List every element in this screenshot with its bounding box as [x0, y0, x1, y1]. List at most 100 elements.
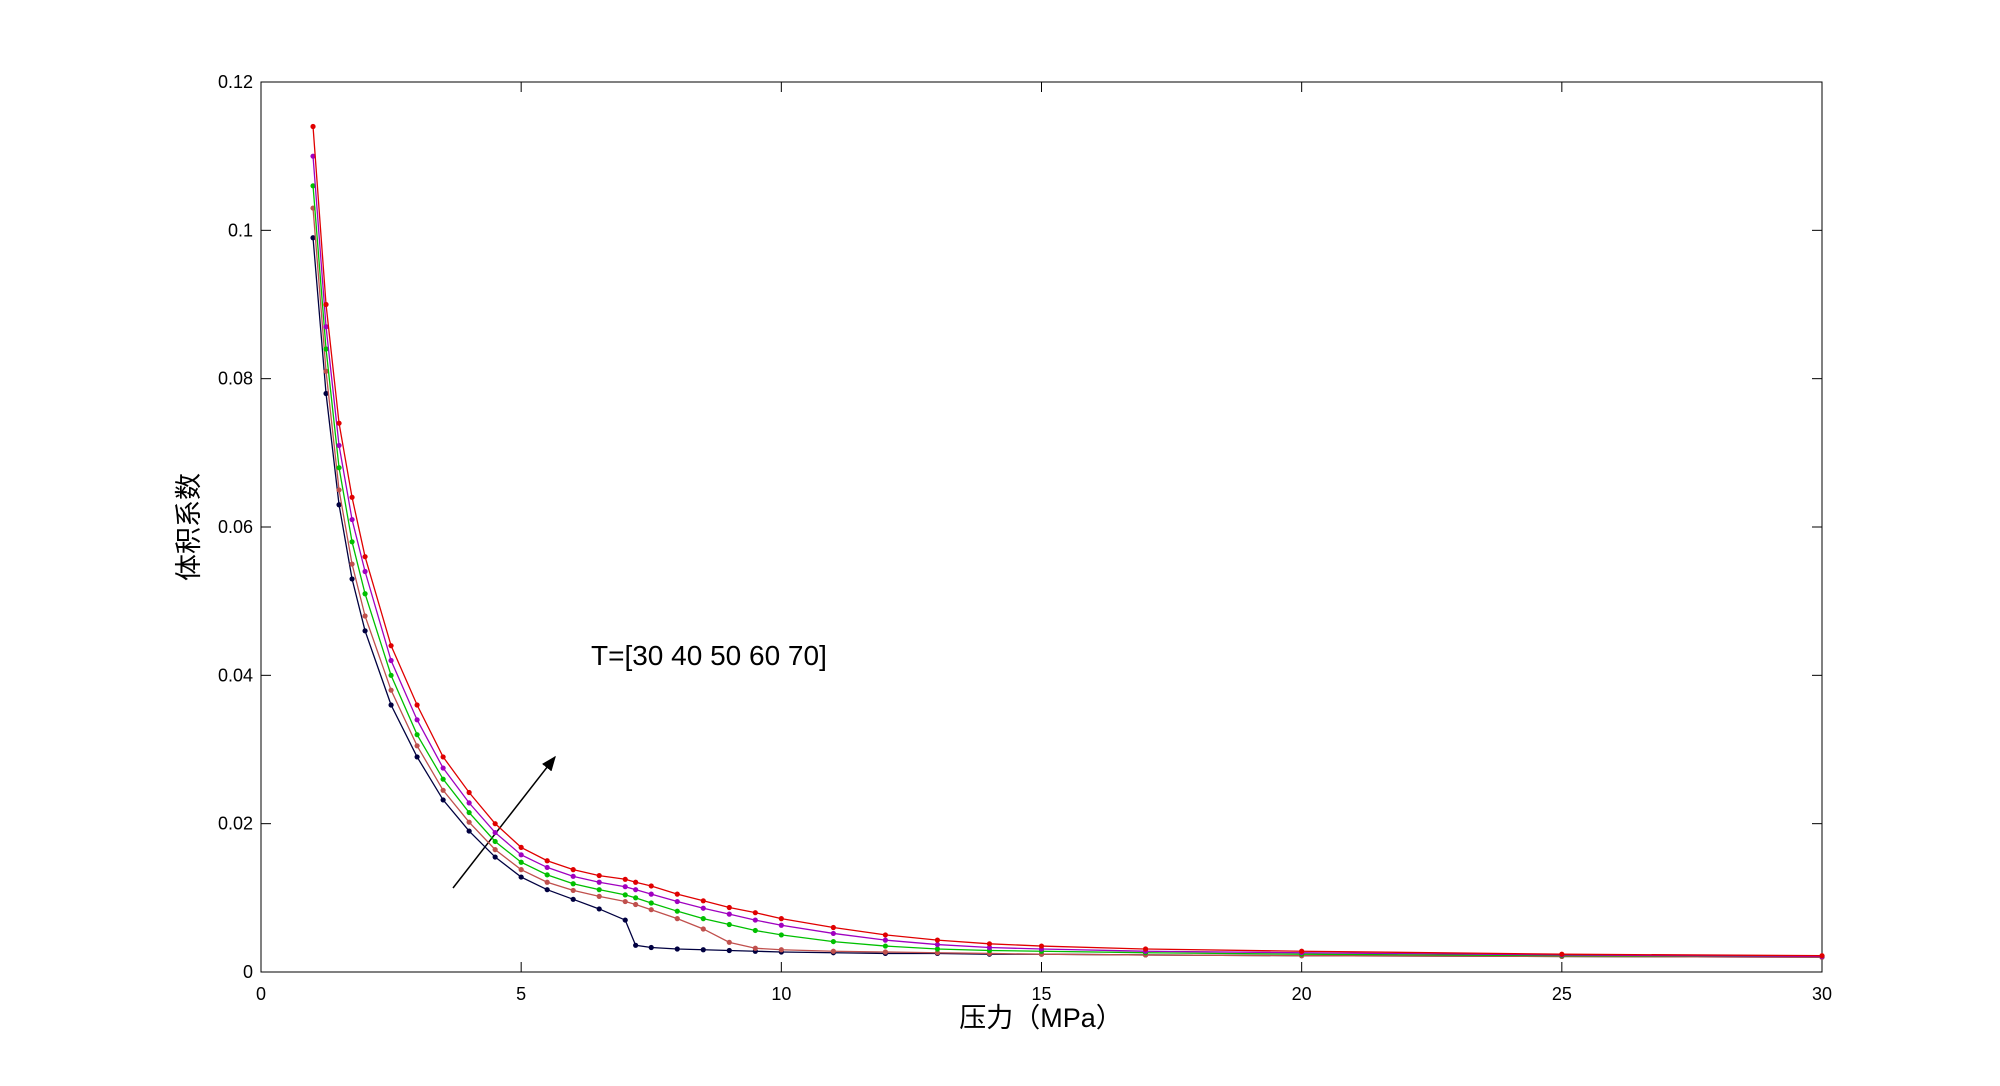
- data-point: [622, 917, 628, 923]
- data-point: [882, 932, 889, 938]
- data-point: [362, 568, 368, 575]
- data-point: [633, 879, 639, 885]
- data-point: [440, 797, 446, 803]
- data-point: [518, 852, 524, 858]
- data-point: [633, 901, 639, 908]
- data-point: [700, 926, 706, 932]
- data-point: [648, 944, 654, 951]
- x-tick-label: 20: [1292, 984, 1312, 1004]
- data-point: [323, 324, 329, 330]
- data-point: [726, 921, 732, 928]
- data-point: [596, 872, 602, 879]
- data-point: [414, 732, 420, 738]
- data-point: [726, 939, 732, 945]
- y-tick-label: 0.12: [218, 72, 253, 92]
- data-point: [752, 910, 758, 916]
- data-point: [700, 916, 706, 922]
- data-point: [323, 301, 329, 308]
- x-tick-label: 25: [1552, 984, 1572, 1004]
- data-point: [362, 591, 368, 597]
- y-tick-label: 0.08: [218, 369, 253, 389]
- data-point: [544, 879, 550, 885]
- data-point: [934, 941, 941, 948]
- y-tick-label: 0.06: [218, 517, 253, 537]
- data-point: [830, 948, 836, 954]
- data-point: [518, 874, 524, 880]
- data-point: [544, 872, 550, 878]
- data-point: [882, 949, 889, 955]
- x-tick-label: 5: [516, 984, 526, 1004]
- data-point: [310, 183, 316, 189]
- data-point: [466, 800, 472, 806]
- data-point: [362, 554, 368, 560]
- data-point: [633, 895, 639, 901]
- data-point: [414, 717, 420, 723]
- data-point: [492, 847, 498, 853]
- data-point: [778, 922, 784, 928]
- data-point: [674, 908, 680, 914]
- data-point: [492, 821, 498, 827]
- data-point: [466, 809, 472, 816]
- data-point: [570, 867, 576, 873]
- data-point: [1559, 951, 1565, 957]
- data-point: [726, 947, 732, 954]
- data-point: [466, 819, 472, 825]
- data-point: [440, 776, 446, 782]
- data-point: [336, 465, 342, 471]
- data-point: [544, 858, 550, 864]
- data-point: [648, 883, 654, 889]
- data-point: [830, 924, 836, 931]
- y-tick-label: 0.1: [228, 220, 253, 240]
- data-point: [336, 487, 342, 493]
- y-tick-label: 0.02: [218, 814, 253, 834]
- data-point: [622, 876, 628, 882]
- data-point: [986, 944, 993, 951]
- data-point: [349, 494, 355, 500]
- data-point: [310, 153, 316, 159]
- data-point: [336, 502, 342, 508]
- data-point: [882, 937, 889, 943]
- data-point: [622, 898, 628, 905]
- series-line: [312, 156, 1823, 958]
- x-tick-label: 0: [256, 984, 266, 1004]
- data-point: [349, 516, 355, 523]
- plot-frame: [260, 81, 1823, 973]
- data-point: [544, 887, 550, 893]
- y-tick-label: 0: [243, 962, 253, 982]
- data-point: [440, 787, 446, 793]
- data-point: [752, 917, 758, 923]
- data-point: [414, 743, 420, 749]
- data-point: [752, 945, 758, 951]
- data-point: [544, 864, 550, 871]
- data-point: [1819, 953, 1825, 959]
- data-point: [466, 789, 472, 796]
- data-point: [388, 672, 394, 678]
- data-point: [986, 941, 993, 947]
- data-point: [648, 907, 654, 913]
- data-point: [882, 943, 889, 949]
- data-point: [633, 887, 639, 893]
- data-point: [778, 916, 784, 922]
- data-point: [518, 859, 524, 865]
- data-point: [570, 873, 576, 879]
- data-point: [648, 900, 654, 906]
- data-point: [492, 829, 498, 836]
- data-point: [323, 368, 329, 374]
- data-point: [388, 643, 394, 649]
- data-point: [934, 937, 941, 943]
- data-point: [414, 754, 420, 760]
- series-line: [312, 208, 1823, 958]
- data-point: [830, 938, 836, 945]
- data-point: [310, 235, 316, 241]
- x-tick-label: 10: [771, 984, 791, 1004]
- data-point: [349, 539, 355, 545]
- data-point: [388, 687, 394, 693]
- data-point: [726, 904, 732, 911]
- data-point: [336, 442, 342, 449]
- data-point: [726, 911, 732, 917]
- data-point: [633, 942, 639, 948]
- data-point: [492, 838, 498, 845]
- x-tick-label: 30: [1812, 984, 1832, 1004]
- data-point: [388, 702, 394, 708]
- data-point: [570, 896, 576, 902]
